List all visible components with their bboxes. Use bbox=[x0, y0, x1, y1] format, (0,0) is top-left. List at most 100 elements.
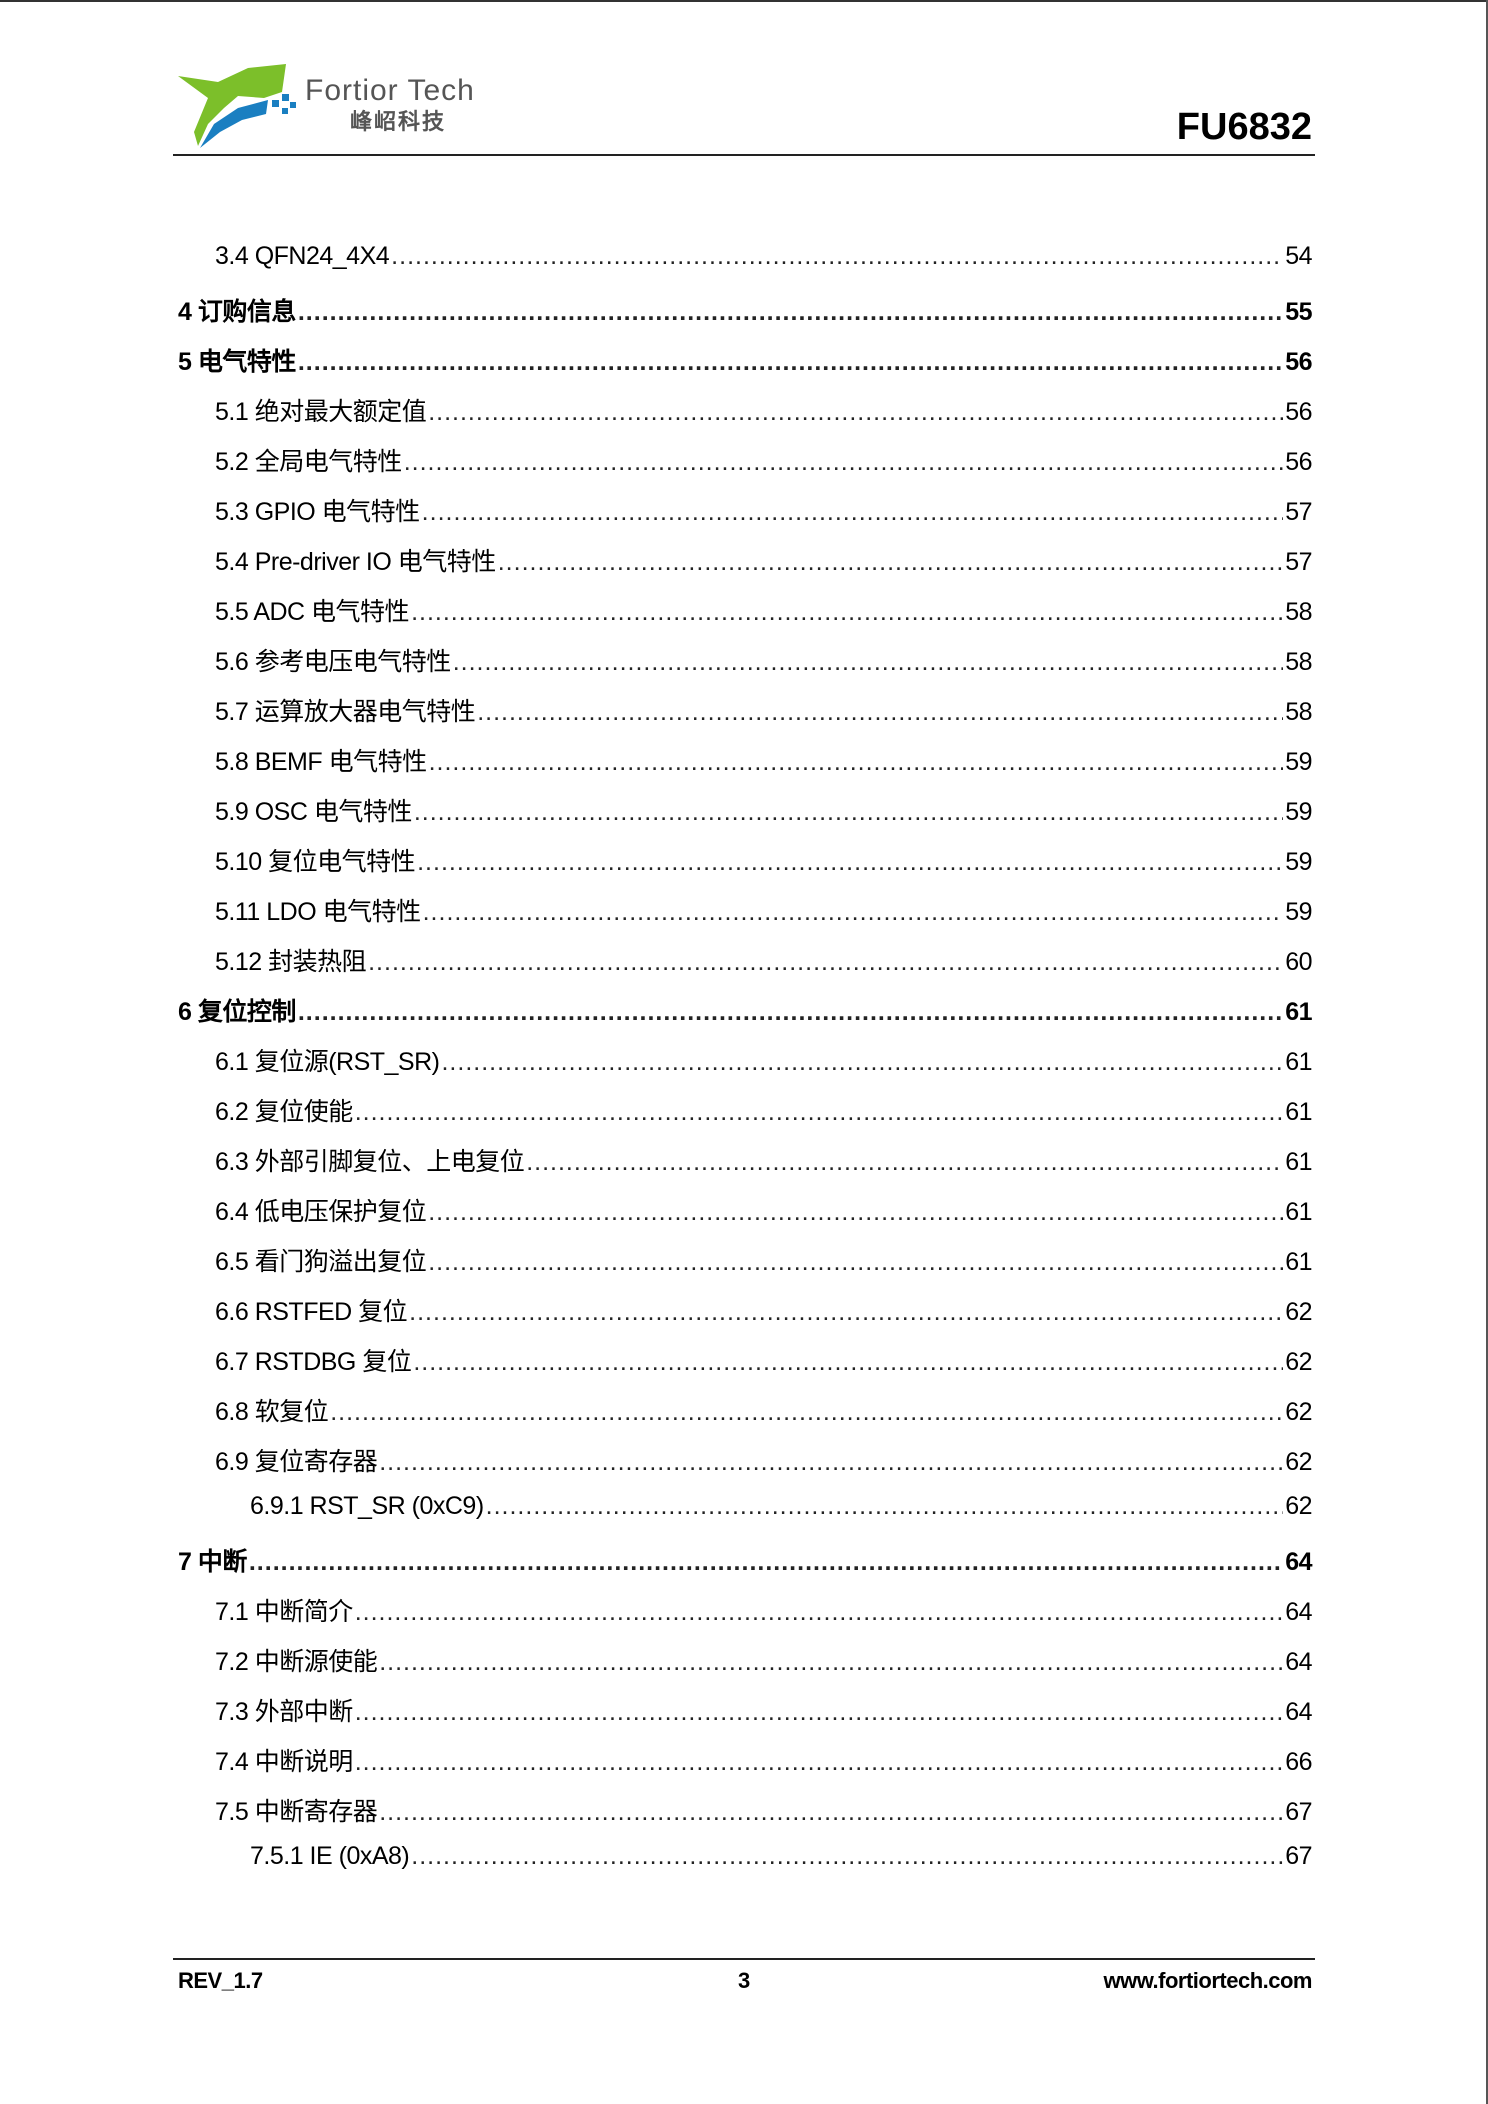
toc-dot-leader bbox=[391, 242, 1283, 271]
toc-entry[interactable]: 7.5.1 IE (0xA8) 67 bbox=[250, 1842, 1312, 1882]
toc-entry[interactable]: 7.2 中断源使能 64 bbox=[215, 1642, 1312, 1682]
toc-entry-label: 5.1 绝对最大额定值 bbox=[215, 398, 427, 426]
toc-entry[interactable]: 6.5 看门狗溢出复位 61 bbox=[215, 1242, 1312, 1282]
toc-entry[interactable]: 5.11 LDO 电气特性 59 bbox=[215, 892, 1312, 932]
toc-dot-leader bbox=[355, 1748, 1283, 1777]
toc-entry-label: 3.4 QFN24_4X4 bbox=[215, 242, 390, 270]
toc-dot-leader bbox=[404, 448, 1283, 477]
toc-dot-leader bbox=[428, 398, 1283, 427]
toc-entry[interactable]: 6.9 复位寄存器 62 bbox=[215, 1442, 1312, 1482]
toc-entry[interactable]: 6.4 低电压保护复位 61 bbox=[215, 1192, 1312, 1232]
toc-entry-label: 7.5.1 IE (0xA8) bbox=[250, 1842, 410, 1870]
toc-entry[interactable]: 6.1 复位源(RST_SR) 61 bbox=[215, 1042, 1312, 1082]
toc-entry-label: 5.3 GPIO 电气特性 bbox=[215, 498, 420, 526]
toc-entry-label: 5.6 参考电压电气特性 bbox=[215, 648, 451, 676]
toc-dot-leader bbox=[330, 1398, 1283, 1427]
toc-entry-label: 5 电气特性 bbox=[178, 348, 296, 376]
toc-entry-page: 61 bbox=[1285, 1148, 1312, 1176]
toc-dot-leader bbox=[355, 1598, 1283, 1627]
toc-entry[interactable]: 5.5 ADC 电气特性 58 bbox=[215, 592, 1312, 632]
toc-entry-label: 5.10 复位电气特性 bbox=[215, 848, 416, 876]
brand-name-cn: 峰岹科技 bbox=[350, 109, 447, 134]
toc-entry[interactable]: 5.10 复位电气特性 59 bbox=[215, 842, 1312, 882]
toc-entry-page: 61 bbox=[1285, 1048, 1312, 1076]
toc-entry[interactable]: 6 复位控制 61 bbox=[178, 992, 1312, 1032]
toc-dot-leader bbox=[355, 1098, 1283, 1127]
toc-dot-leader bbox=[379, 1448, 1283, 1477]
toc-entry-page: 58 bbox=[1285, 598, 1312, 626]
toc-entry-page: 61 bbox=[1285, 998, 1312, 1026]
toc-entry[interactable]: 4 订购信息 55 bbox=[178, 292, 1312, 332]
toc-entry[interactable]: 5.2 全局电气特性 56 bbox=[215, 442, 1312, 482]
toc-dot-leader bbox=[428, 1248, 1283, 1277]
toc-entry[interactable]: 5.6 参考电压电气特性 58 bbox=[215, 642, 1312, 682]
toc-entry-page: 62 bbox=[1285, 1298, 1312, 1326]
toc-entry[interactable]: 7.5 中断寄存器 67 bbox=[215, 1792, 1312, 1832]
toc-entry-label: 5.12 封装热阻 bbox=[215, 948, 367, 976]
toc-entry[interactable]: 5.7 运算放大器电气特性 58 bbox=[215, 692, 1312, 732]
toc-entry[interactable]: 6.2 复位使能 61 bbox=[215, 1092, 1312, 1132]
toc-entry[interactable]: 7.3 外部中断 64 bbox=[215, 1692, 1312, 1732]
toc-entry-label: 7.2 中断源使能 bbox=[215, 1648, 378, 1676]
toc-entry-page: 67 bbox=[1285, 1842, 1312, 1870]
toc-dot-leader bbox=[411, 598, 1283, 627]
toc-entry-label: 6.4 低电压保护复位 bbox=[215, 1198, 427, 1226]
toc-entry-label: 5.8 BEMF 电气特性 bbox=[215, 748, 427, 776]
toc-dot-leader bbox=[249, 1548, 1283, 1577]
toc-entry-page: 55 bbox=[1285, 298, 1312, 326]
toc-entry-page: 64 bbox=[1285, 1698, 1312, 1726]
toc-dot-leader bbox=[298, 348, 1283, 377]
toc-dot-leader bbox=[379, 1798, 1283, 1827]
footer-divider bbox=[173, 1958, 1315, 1960]
toc-entry-page: 59 bbox=[1285, 898, 1312, 926]
toc-entry[interactable]: 5.8 BEMF 电气特性 59 bbox=[215, 742, 1312, 782]
toc-entry-label: 5.11 LDO 电气特性 bbox=[215, 898, 421, 926]
toc-entry-page: 58 bbox=[1285, 698, 1312, 726]
toc-entry-page: 58 bbox=[1285, 648, 1312, 676]
toc-entry-label: 5.5 ADC 电气特性 bbox=[215, 598, 410, 626]
toc-dot-leader bbox=[409, 1298, 1283, 1327]
toc-entry[interactable]: 5.12 封装热阻 60 bbox=[215, 942, 1312, 982]
toc-entry-page: 56 bbox=[1285, 398, 1312, 426]
toc-dot-leader bbox=[298, 298, 1283, 327]
toc-entry[interactable]: 7 中断 64 bbox=[178, 1542, 1312, 1582]
toc-entry-page: 67 bbox=[1285, 1798, 1312, 1826]
toc-entry-label: 7.4 中断说明 bbox=[215, 1748, 353, 1776]
toc-entry[interactable]: 6.9.1 RST_SR (0xC9) 62 bbox=[250, 1492, 1312, 1532]
toc-entry-label: 7 中断 bbox=[178, 1548, 247, 1576]
toc-entry-page: 61 bbox=[1285, 1198, 1312, 1226]
toc-entry[interactable]: 5.1 绝对最大额定值 56 bbox=[215, 392, 1312, 432]
toc-entry-page: 62 bbox=[1285, 1492, 1312, 1520]
toc-entry[interactable]: 5.9 OSC 电气特性 59 bbox=[215, 792, 1312, 832]
toc-entry[interactable]: 5.4 Pre-driver IO 电气特性 57 bbox=[215, 542, 1312, 582]
toc-entry-page: 64 bbox=[1285, 1548, 1312, 1576]
toc-entry-label: 6.6 RSTFED 复位 bbox=[215, 1298, 408, 1326]
toc-entry-page: 57 bbox=[1285, 548, 1312, 576]
toc-entry[interactable]: 6.8 软复位 62 bbox=[215, 1392, 1312, 1432]
toc-entry-label: 6 复位控制 bbox=[178, 998, 296, 1026]
toc-dot-leader bbox=[368, 948, 1283, 977]
toc-entry-page: 59 bbox=[1285, 798, 1312, 826]
toc-entry-page: 61 bbox=[1285, 1098, 1312, 1126]
toc-entry[interactable]: 6.7 RSTDBG 复位 62 bbox=[215, 1342, 1312, 1382]
toc-entry-label: 7.5 中断寄存器 bbox=[215, 1798, 378, 1826]
toc-entry-page: 64 bbox=[1285, 1648, 1312, 1676]
toc-entry[interactable]: 6.6 RSTFED 复位 62 bbox=[215, 1292, 1312, 1332]
toc-entry[interactable]: 3.4 QFN24_4X4 54 bbox=[215, 242, 1312, 282]
toc-entry-label: 6.5 看门狗溢出复位 bbox=[215, 1248, 427, 1276]
toc-dot-leader bbox=[441, 1048, 1283, 1077]
toc-entry[interactable]: 5.3 GPIO 电气特性 57 bbox=[215, 492, 1312, 532]
toc-entry[interactable]: 7.1 中断简介 64 bbox=[215, 1592, 1312, 1632]
footer-revision: REV_1.7 bbox=[178, 1968, 263, 1993]
toc-dot-leader bbox=[477, 698, 1283, 727]
toc-dot-leader bbox=[423, 898, 1284, 927]
toc-entry-page: 57 bbox=[1285, 498, 1312, 526]
toc-entry[interactable]: 5 电气特性 56 bbox=[178, 342, 1312, 382]
page-border-right bbox=[1486, 0, 1488, 2104]
toc-entry[interactable]: 7.4 中断说明 66 bbox=[215, 1742, 1312, 1782]
product-model: FU6832 bbox=[1176, 106, 1312, 148]
toc-entry[interactable]: 6.3 外部引脚复位、上电复位 61 bbox=[215, 1142, 1312, 1182]
toc-entry-page: 59 bbox=[1285, 848, 1312, 876]
toc-entry-page: 54 bbox=[1285, 242, 1312, 270]
toc-entry-label: 6.1 复位源(RST_SR) bbox=[215, 1048, 440, 1076]
